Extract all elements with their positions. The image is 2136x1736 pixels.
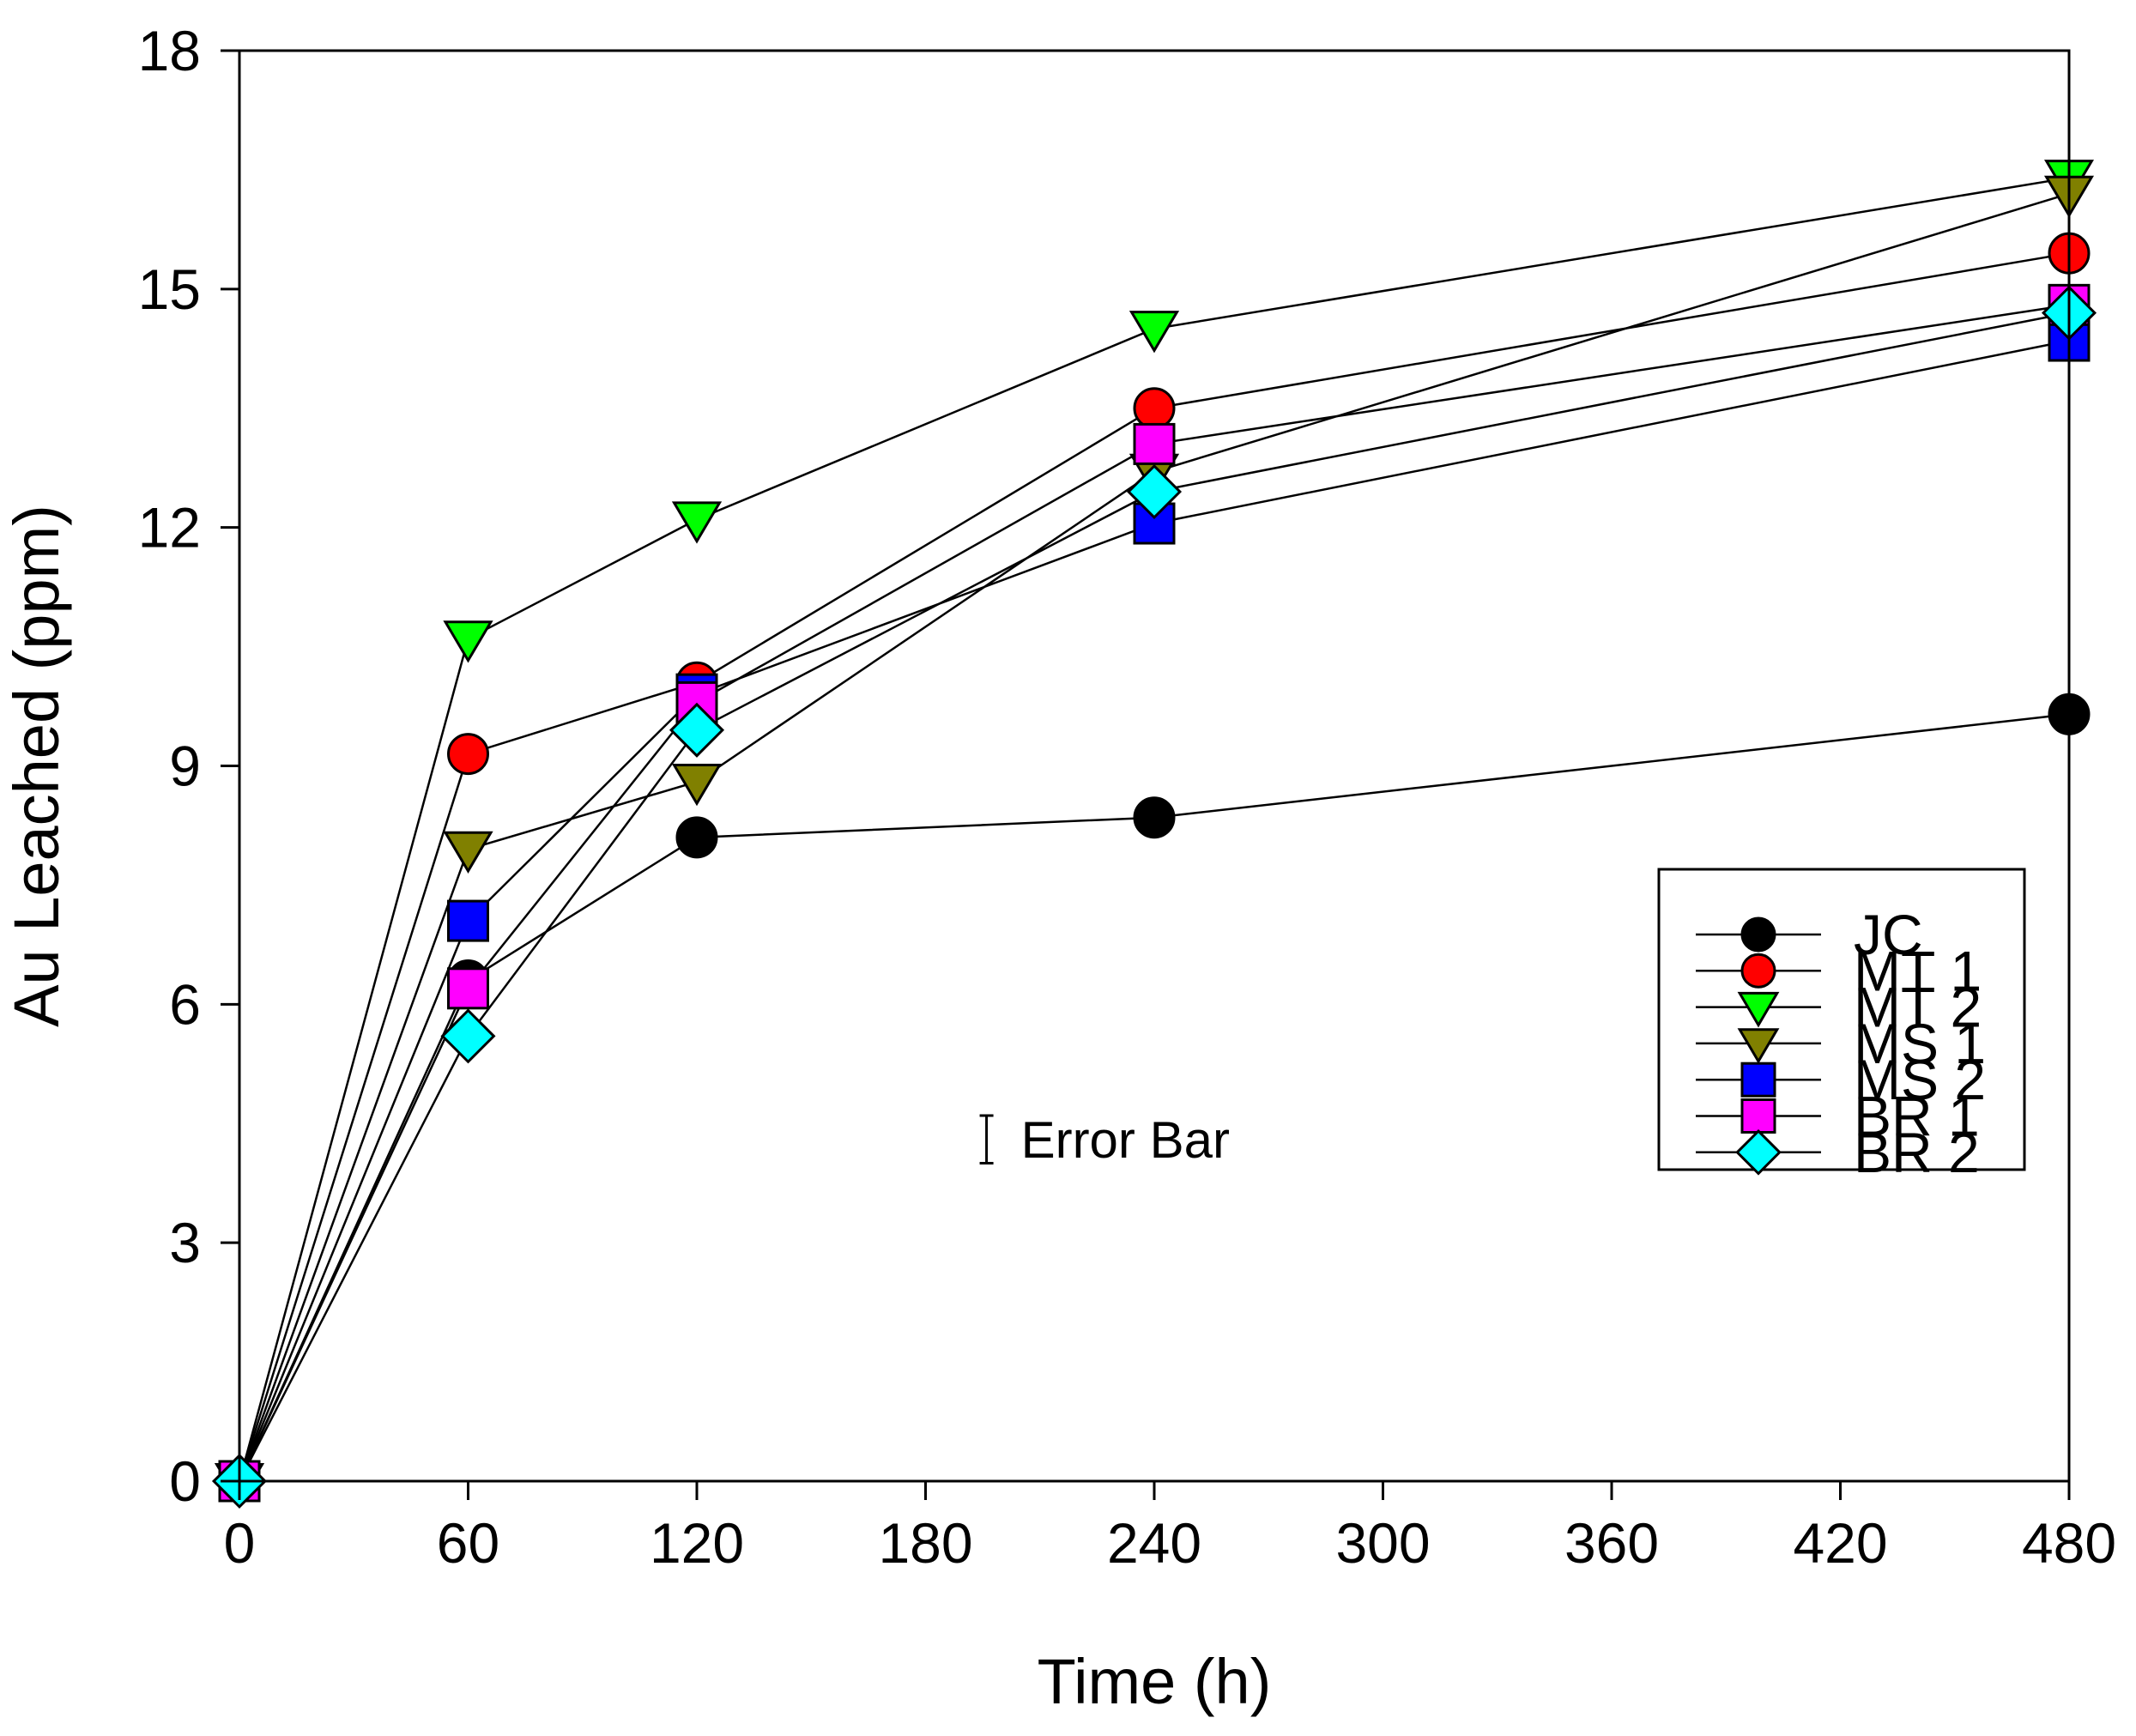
data-point-mt-2 — [671, 501, 723, 544]
data-point-ms-1 — [671, 764, 723, 807]
legend-label-ms-1: MS 1 — [1854, 1012, 1986, 1075]
data-point-ms-2 — [447, 899, 489, 942]
data-point-jc — [1133, 796, 1176, 839]
y-tick-label: 15 — [138, 257, 201, 321]
y-tick-label: 9 — [169, 735, 201, 798]
data-point-br-2 — [669, 702, 725, 758]
y-tick-label: 12 — [138, 496, 201, 560]
y-tick-label: 18 — [138, 19, 201, 82]
error-bar-label: Error Bar — [1021, 1111, 1230, 1169]
data-point-mt-2 — [1129, 311, 1180, 354]
legend-marker-ms-2 — [1740, 1062, 1776, 1098]
y-axis-title: Au Leached (ppm) — [1, 505, 72, 1027]
legend-marker-br-2 — [1735, 1128, 1782, 1176]
data-point-jc — [675, 816, 718, 859]
y-axis: 0 3 6 9 12 15 18 — [138, 19, 239, 1513]
data-point-mt-2 — [443, 620, 493, 663]
x-tick-label: 300 — [1335, 1511, 1430, 1575]
x-tick-label: 0 — [224, 1511, 256, 1575]
legend-label-br-2: BR 2 — [1854, 1121, 1980, 1184]
x-tick-label: 240 — [1107, 1511, 1201, 1575]
data-point-ms-1 — [443, 831, 493, 874]
data-point-br-1 — [447, 967, 489, 1010]
y-tick-label: 6 — [169, 972, 201, 1036]
legend-label-mt-1: MT 1 — [1854, 939, 1982, 1002]
error-bar-annotation: Error Bar — [979, 1111, 1230, 1169]
x-tick-label: 360 — [1564, 1511, 1659, 1575]
x-tick-label: 120 — [650, 1511, 744, 1575]
legend-box — [1657, 868, 2026, 1171]
data-point-br-2 — [1126, 463, 1183, 520]
legend-label-mt-2: MT 2 — [1854, 976, 1982, 1039]
legend-label-ms-2: MS 2 — [1854, 1048, 1986, 1111]
legend-marker-br-1 — [1740, 1098, 1776, 1134]
x-tick-label: 480 — [2022, 1511, 2116, 1575]
legend-label-jc: JC — [1854, 903, 1923, 966]
legend-marker-mt-1 — [1740, 953, 1776, 989]
x-tick-label: 420 — [1793, 1511, 1887, 1575]
x-axis: 0 60 120 180 240 300 360 420 480 — [224, 1481, 2116, 1575]
series-layer — [211, 160, 2097, 1509]
legend-marker-jc — [1740, 916, 1776, 953]
y-tick-label: 3 — [169, 1211, 201, 1274]
x-axis-title: Time (h) — [1038, 1646, 1272, 1717]
legend-marker-mt-2 — [1737, 991, 1780, 1028]
data-point-br-2 — [440, 1008, 496, 1064]
y-tick-label: 0 — [169, 1449, 201, 1513]
legend-label-br-1: BR 1 — [1854, 1085, 1980, 1148]
data-point-mt-1 — [447, 733, 489, 776]
data-point-mt-1 — [1133, 387, 1176, 430]
data-point-br-1 — [1133, 422, 1176, 465]
x-tick-label: 180 — [878, 1511, 972, 1575]
legend-marker-ms-1 — [1737, 1028, 1780, 1064]
x-tick-label: 60 — [437, 1511, 499, 1575]
